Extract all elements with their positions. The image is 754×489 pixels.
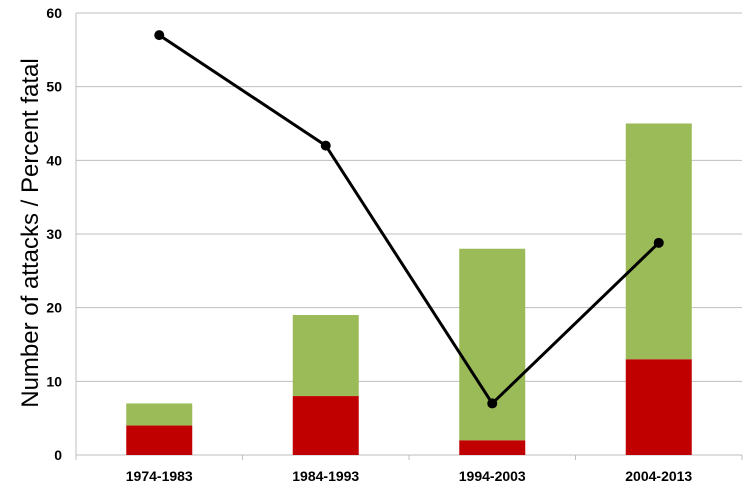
x-category-labels: 1974-1983 1984-1993 1994-2003 2004-2013 — [126, 468, 693, 484]
y-tick-label: 40 — [46, 152, 62, 168]
x-category-label: 1984-1993 — [292, 468, 359, 484]
bar-segment-nonfatal — [126, 403, 193, 426]
y-tick-label: 0 — [54, 447, 62, 463]
gridlines — [75, 12, 743, 460]
y-axis-label: Number of attacks / Percent fatal — [17, 58, 44, 408]
line-point — [653, 237, 664, 248]
x-category-label: 1994-2003 — [459, 468, 526, 484]
y-tick-label: 50 — [46, 79, 62, 95]
x-category-label: 2004-2013 — [625, 468, 692, 484]
bar-segment-fatal — [459, 440, 526, 455]
fatal-line — [154, 30, 664, 409]
fatal-percent-line — [158, 33, 660, 406]
line-point — [320, 140, 331, 151]
x-category-label: 1974-1983 — [126, 468, 193, 484]
line-point — [154, 30, 165, 41]
bars — [126, 123, 692, 455]
y-tick-label: 10 — [46, 373, 62, 389]
bar-segment-fatal — [625, 359, 692, 455]
y-tick-label: 20 — [46, 300, 62, 316]
bar-segment-fatal — [292, 396, 359, 455]
bar-segment-nonfatal — [459, 248, 526, 441]
y-tick-labels: 0 10 20 30 40 50 60 — [46, 5, 62, 463]
bar-segment-fatal — [126, 425, 193, 455]
y-tick-label: 60 — [46, 5, 62, 21]
line-point — [487, 398, 498, 409]
bar-segment-nonfatal — [292, 315, 359, 397]
y-tick-label: 30 — [46, 226, 62, 242]
